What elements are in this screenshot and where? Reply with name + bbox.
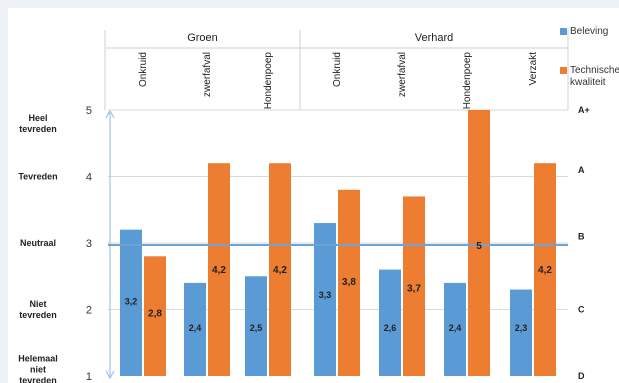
right-axis-label: A+ <box>578 105 590 115</box>
right-axis-label: A <box>578 165 585 175</box>
data-label-beleving: 2,3 <box>515 323 528 333</box>
bar-technische-kwaliteit <box>338 189 360 376</box>
left-axis-label: tevreden <box>19 310 57 320</box>
data-label-technische-kwaliteit: 4,2 <box>273 265 287 276</box>
legend-swatch-technische-kwaliteit <box>560 67 567 74</box>
legend-label-technische-kwaliteit: Technische <box>570 65 619 76</box>
bar-beleving <box>510 289 532 376</box>
data-label-technische-kwaliteit: 5 <box>476 241 482 252</box>
right-axis-label: C <box>578 305 585 315</box>
left-axis-label: tevreden <box>19 124 57 134</box>
data-label-beleving: 2,4 <box>189 323 202 333</box>
y-axis-arrow-down <box>105 370 115 380</box>
left-axis-label: tevreden <box>19 375 57 383</box>
right-axis-label: D <box>578 371 585 381</box>
category-label: Onkruid <box>138 52 149 87</box>
data-label-technische-kwaliteit: 3,7 <box>407 283 421 294</box>
data-label-beleving: 2,4 <box>449 323 462 333</box>
left-axis-label: Niet <box>29 299 46 309</box>
group-label: Groen <box>187 32 218 44</box>
y-tick-label: 1 <box>86 371 92 383</box>
y-axis-arrow-up <box>105 109 115 119</box>
y-tick-label: 3 <box>86 238 92 250</box>
bar-technische-kwaliteit <box>144 256 166 376</box>
y-tick-label: 2 <box>86 305 92 317</box>
bar-beleving <box>184 282 206 376</box>
bar-beleving <box>120 229 142 376</box>
legend-label-beleving: Beleving <box>570 26 608 37</box>
y-tick-label: 5 <box>86 105 92 117</box>
bar-technische-kwaliteit <box>269 163 291 376</box>
data-label-technische-kwaliteit: 2,8 <box>148 308 162 319</box>
y-tick-label: 4 <box>86 172 92 184</box>
category-label: Onkruid <box>332 52 343 87</box>
category-label: zwerfafval <box>397 52 408 97</box>
data-label-technische-kwaliteit: 4,2 <box>212 265 226 276</box>
bar-technische-kwaliteit <box>468 110 490 376</box>
category-label: Verzakt <box>528 52 539 86</box>
data-label-beleving: 3,3 <box>319 290 332 300</box>
group-label: Verhard <box>415 32 454 44</box>
left-axis-label: Heel <box>28 113 47 123</box>
left-axis-label: Tevreden <box>18 172 57 182</box>
data-label-beleving: 2,6 <box>384 323 397 333</box>
left-axis-label: Helemaal <box>18 353 58 363</box>
data-label-technische-kwaliteit: 3,8 <box>342 277 356 288</box>
left-axis-label: Neutraal <box>20 238 56 248</box>
bar-beleving <box>314 223 336 376</box>
category-label: Hondenpoep <box>462 52 473 110</box>
category-label: Hondenpoep <box>263 52 274 110</box>
bar-technische-kwaliteit <box>403 196 425 376</box>
category-label: zwerfafval <box>202 52 213 97</box>
bar-beleving <box>245 276 267 376</box>
bar-technische-kwaliteit <box>534 163 556 376</box>
bar-technische-kwaliteit <box>208 163 230 376</box>
legend-label-technische-kwaliteit: kwaliteit <box>570 77 606 88</box>
data-label-beleving: 2,5 <box>250 323 263 333</box>
right-axis-label: B <box>578 231 585 241</box>
bar-beleving <box>379 269 401 376</box>
left-axis-label: niet <box>30 364 46 374</box>
data-label-technische-kwaliteit: 4,2 <box>538 265 552 276</box>
legend-swatch-beleving <box>560 28 567 35</box>
data-label-beleving: 3,2 <box>125 297 138 307</box>
bar-beleving <box>444 282 466 376</box>
